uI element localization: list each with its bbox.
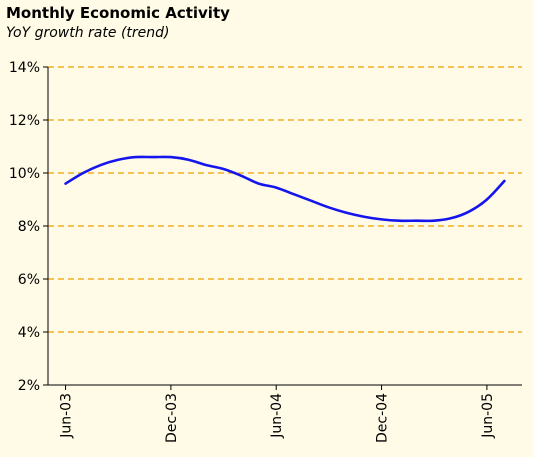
data-point xyxy=(328,206,330,208)
data-point xyxy=(240,174,242,176)
data-point xyxy=(363,216,365,218)
data-point xyxy=(380,218,382,220)
y-tick-label: 4% xyxy=(18,325,40,341)
axis-layer: 2% 4% 6% 8% 10% 12% 14% Jun-03 Dec-03 Jun-04 Dec-0… xyxy=(9,60,522,443)
data-point xyxy=(187,159,189,161)
x-tick-label: Jun-03 xyxy=(59,393,75,439)
x-tick-label: Jun-04 xyxy=(269,393,285,439)
data-point xyxy=(293,193,295,195)
data-point xyxy=(310,200,312,202)
x-tick-label: Dec-03 xyxy=(164,393,180,443)
y-tick-label: 14% xyxy=(9,60,40,76)
y-tick-label: 2% xyxy=(18,378,40,394)
data-point xyxy=(275,186,277,188)
data-point xyxy=(117,159,119,161)
data-point xyxy=(398,220,400,222)
data-point xyxy=(468,210,470,212)
data-point xyxy=(503,180,505,182)
data-point xyxy=(415,220,417,222)
grid-layer xyxy=(48,66,522,333)
data-point xyxy=(451,217,453,219)
chart-subtitle: YoY growth rate (trend) xyxy=(6,25,170,41)
data-point xyxy=(99,164,101,166)
data-point xyxy=(64,182,66,184)
data-point xyxy=(152,156,154,158)
data-point xyxy=(135,156,137,158)
x-tick-label: Dec-04 xyxy=(375,393,391,443)
data-point xyxy=(82,172,84,174)
series-line xyxy=(64,155,506,223)
data-point xyxy=(345,212,347,214)
y-tick-label: 8% xyxy=(18,219,40,235)
data-point xyxy=(486,198,488,200)
chart-title: Monthly Economic Activity xyxy=(6,4,230,22)
y-tick-label: 10% xyxy=(9,166,40,182)
data-point xyxy=(222,168,224,170)
data-point xyxy=(257,182,259,184)
data-point xyxy=(433,220,435,222)
series-layer xyxy=(64,155,506,223)
data-point xyxy=(170,156,172,158)
data-point xyxy=(205,164,207,166)
y-tick-label: 6% xyxy=(18,272,40,288)
x-tick-label: Jun-05 xyxy=(480,393,496,439)
y-tick-label: 12% xyxy=(9,113,40,129)
